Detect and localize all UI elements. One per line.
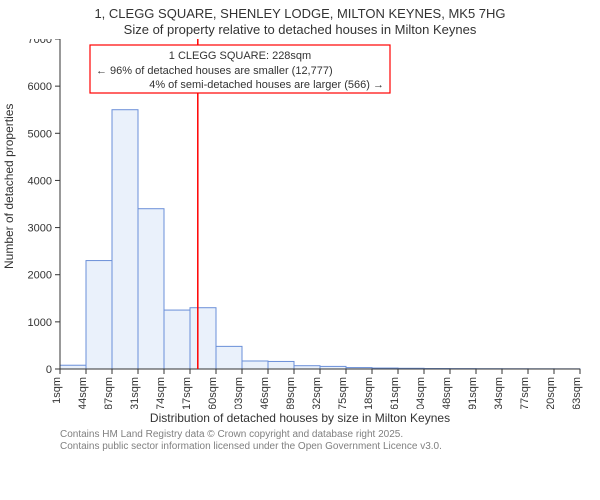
svg-text:734sqm: 734sqm — [493, 377, 505, 409]
svg-text:1sqm: 1sqm — [51, 377, 63, 404]
svg-text:260sqm: 260sqm — [207, 377, 219, 409]
attribution-footer: Contains HM Land Registry data © Crown c… — [0, 429, 600, 454]
svg-text:432sqm: 432sqm — [311, 377, 323, 409]
histogram-bar — [242, 360, 268, 368]
svg-text:518sqm: 518sqm — [363, 377, 375, 409]
title-line-1: 1, CLEGG SQUARE, SHENLEY LODGE, MILTON K… — [0, 6, 600, 22]
svg-text:346sqm: 346sqm — [259, 377, 271, 409]
svg-text:5000: 5000 — [28, 128, 52, 140]
histogram-chart: 0 1000 2000 3000 4000 5000 6000 7000 1sqm 44sqm 87… — [0, 39, 600, 409]
footer-line-1: Contains HM Land Registry data © Crown c… — [60, 429, 600, 442]
svg-text:1000: 1000 — [28, 316, 52, 328]
x-axis-label: Distribution of detached houses by size … — [0, 411, 600, 425]
histogram-bar — [138, 208, 164, 368]
svg-text:475sqm: 475sqm — [337, 377, 349, 409]
histogram-bar — [112, 109, 138, 368]
svg-text:2000: 2000 — [28, 269, 52, 281]
svg-text:0: 0 — [46, 364, 52, 376]
svg-text:217sqm: 217sqm — [181, 377, 193, 409]
histogram-bar — [268, 361, 294, 369]
svg-text:131sqm: 131sqm — [129, 377, 141, 409]
svg-text:87sqm: 87sqm — [103, 377, 115, 409]
svg-text:691sqm: 691sqm — [467, 377, 479, 409]
callout-line-2: ← 96% of detached houses are smaller (12… — [96, 65, 333, 77]
svg-text:44sqm: 44sqm — [77, 377, 89, 409]
svg-text:303sqm: 303sqm — [233, 377, 245, 409]
histogram-bar — [164, 310, 190, 369]
histogram-bar — [60, 365, 86, 369]
svg-text:777sqm: 777sqm — [519, 377, 531, 409]
svg-text:174sqm: 174sqm — [155, 377, 167, 409]
svg-text:6000: 6000 — [28, 81, 52, 93]
svg-text:863sqm: 863sqm — [571, 377, 583, 409]
svg-text:561sqm: 561sqm — [389, 377, 401, 409]
svg-text:3000: 3000 — [28, 222, 52, 234]
chart-title: 1, CLEGG SQUARE, SHENLEY LODGE, MILTON K… — [0, 0, 600, 39]
histogram-bar — [190, 307, 216, 368]
svg-text:7000: 7000 — [28, 39, 52, 46]
svg-text:389sqm: 389sqm — [285, 377, 297, 409]
histogram-bar — [86, 260, 112, 368]
title-line-2: Size of property relative to detached ho… — [0, 22, 600, 38]
chart-container: Number of detached properties 0 1000 2000 3… — [0, 39, 600, 425]
svg-text:820sqm: 820sqm — [545, 377, 557, 409]
svg-text:4000: 4000 — [28, 175, 52, 187]
footer-line-2: Contains public sector information licen… — [60, 441, 600, 454]
callout-line-3: 4% of semi-detached houses are larger (5… — [149, 79, 384, 91]
svg-text:648sqm: 648sqm — [441, 377, 453, 409]
svg-text:604sqm: 604sqm — [415, 377, 427, 409]
y-axis-label: Number of detached properties — [2, 103, 16, 268]
callout-line-1: 1 CLEGG SQUARE: 228sqm — [169, 50, 311, 62]
histogram-bar — [216, 346, 242, 369]
